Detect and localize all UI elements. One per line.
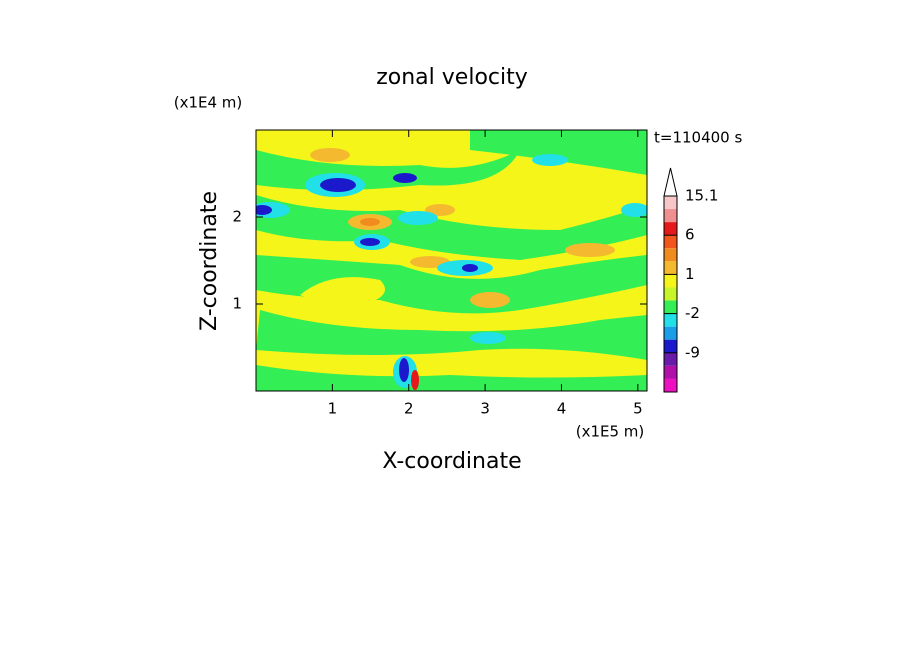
- chart-title: zonal velocity: [376, 65, 528, 90]
- colorbar-segment: [664, 326, 677, 340]
- colorbar-segment: [664, 300, 677, 314]
- colorbar-tick-label: 1: [685, 265, 695, 283]
- x-tick-label: 5: [633, 400, 643, 418]
- colorbar-segment: [664, 339, 677, 353]
- colorbar-tick-label: -9: [685, 343, 700, 361]
- colorbar-segment: [664, 248, 677, 262]
- x-tick-label: 4: [557, 400, 567, 418]
- x-tick-label: 2: [404, 400, 414, 418]
- annotation: t=110400 s: [654, 129, 742, 147]
- colorbar-tick-label: 6: [685, 226, 695, 244]
- colorbar-segment: [664, 196, 677, 210]
- colorbar-segment: [664, 261, 677, 275]
- x-unit: (x1E5 m): [576, 423, 645, 441]
- colorbar-extension: [663, 167, 678, 197]
- colorbar-segment: [664, 313, 677, 327]
- colorbar-segment: [664, 378, 677, 392]
- y-unit: (x1E4 m): [174, 94, 243, 112]
- colorbar-tick-label: 15.1: [685, 187, 718, 205]
- y-axis-label: Z-coordinate: [197, 191, 222, 331]
- x-tick-label: 1: [328, 400, 338, 418]
- colorbar-segment: [664, 365, 677, 379]
- y-tick-label: 1: [232, 295, 242, 313]
- colorbar-segment: [664, 274, 677, 288]
- colorbar-segment: [664, 235, 677, 249]
- colorbar-segment: [664, 222, 677, 236]
- colorbar-segment: [664, 287, 677, 301]
- plot-frame: [255, 129, 648, 392]
- colorbar-tick-label: -2: [685, 304, 700, 322]
- colorbar-segment: [664, 209, 677, 223]
- colorbar-segment: [664, 352, 677, 366]
- contour-field: [256, 130, 647, 391]
- y-tick-label: 2: [232, 208, 242, 226]
- x-tick-label: 3: [480, 400, 490, 418]
- x-axis-label: X-coordinate: [382, 449, 521, 474]
